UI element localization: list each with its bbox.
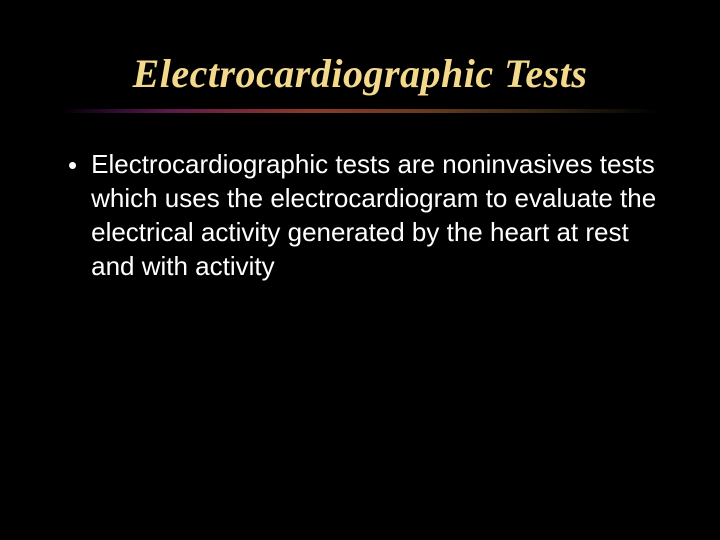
slide-title: Electrocardiographic Tests — [60, 50, 660, 97]
bullet-item: • Electrocardiographic tests are noninva… — [68, 147, 660, 283]
bullet-marker: • — [68, 148, 77, 182]
bullet-text: Electrocardiographic tests are noninvasi… — [91, 147, 660, 283]
slide-container: Electrocardiographic Tests • Electrocard… — [0, 0, 720, 540]
accent-divider — [60, 109, 660, 113]
slide-content: • Electrocardiographic tests are noninva… — [60, 147, 660, 283]
